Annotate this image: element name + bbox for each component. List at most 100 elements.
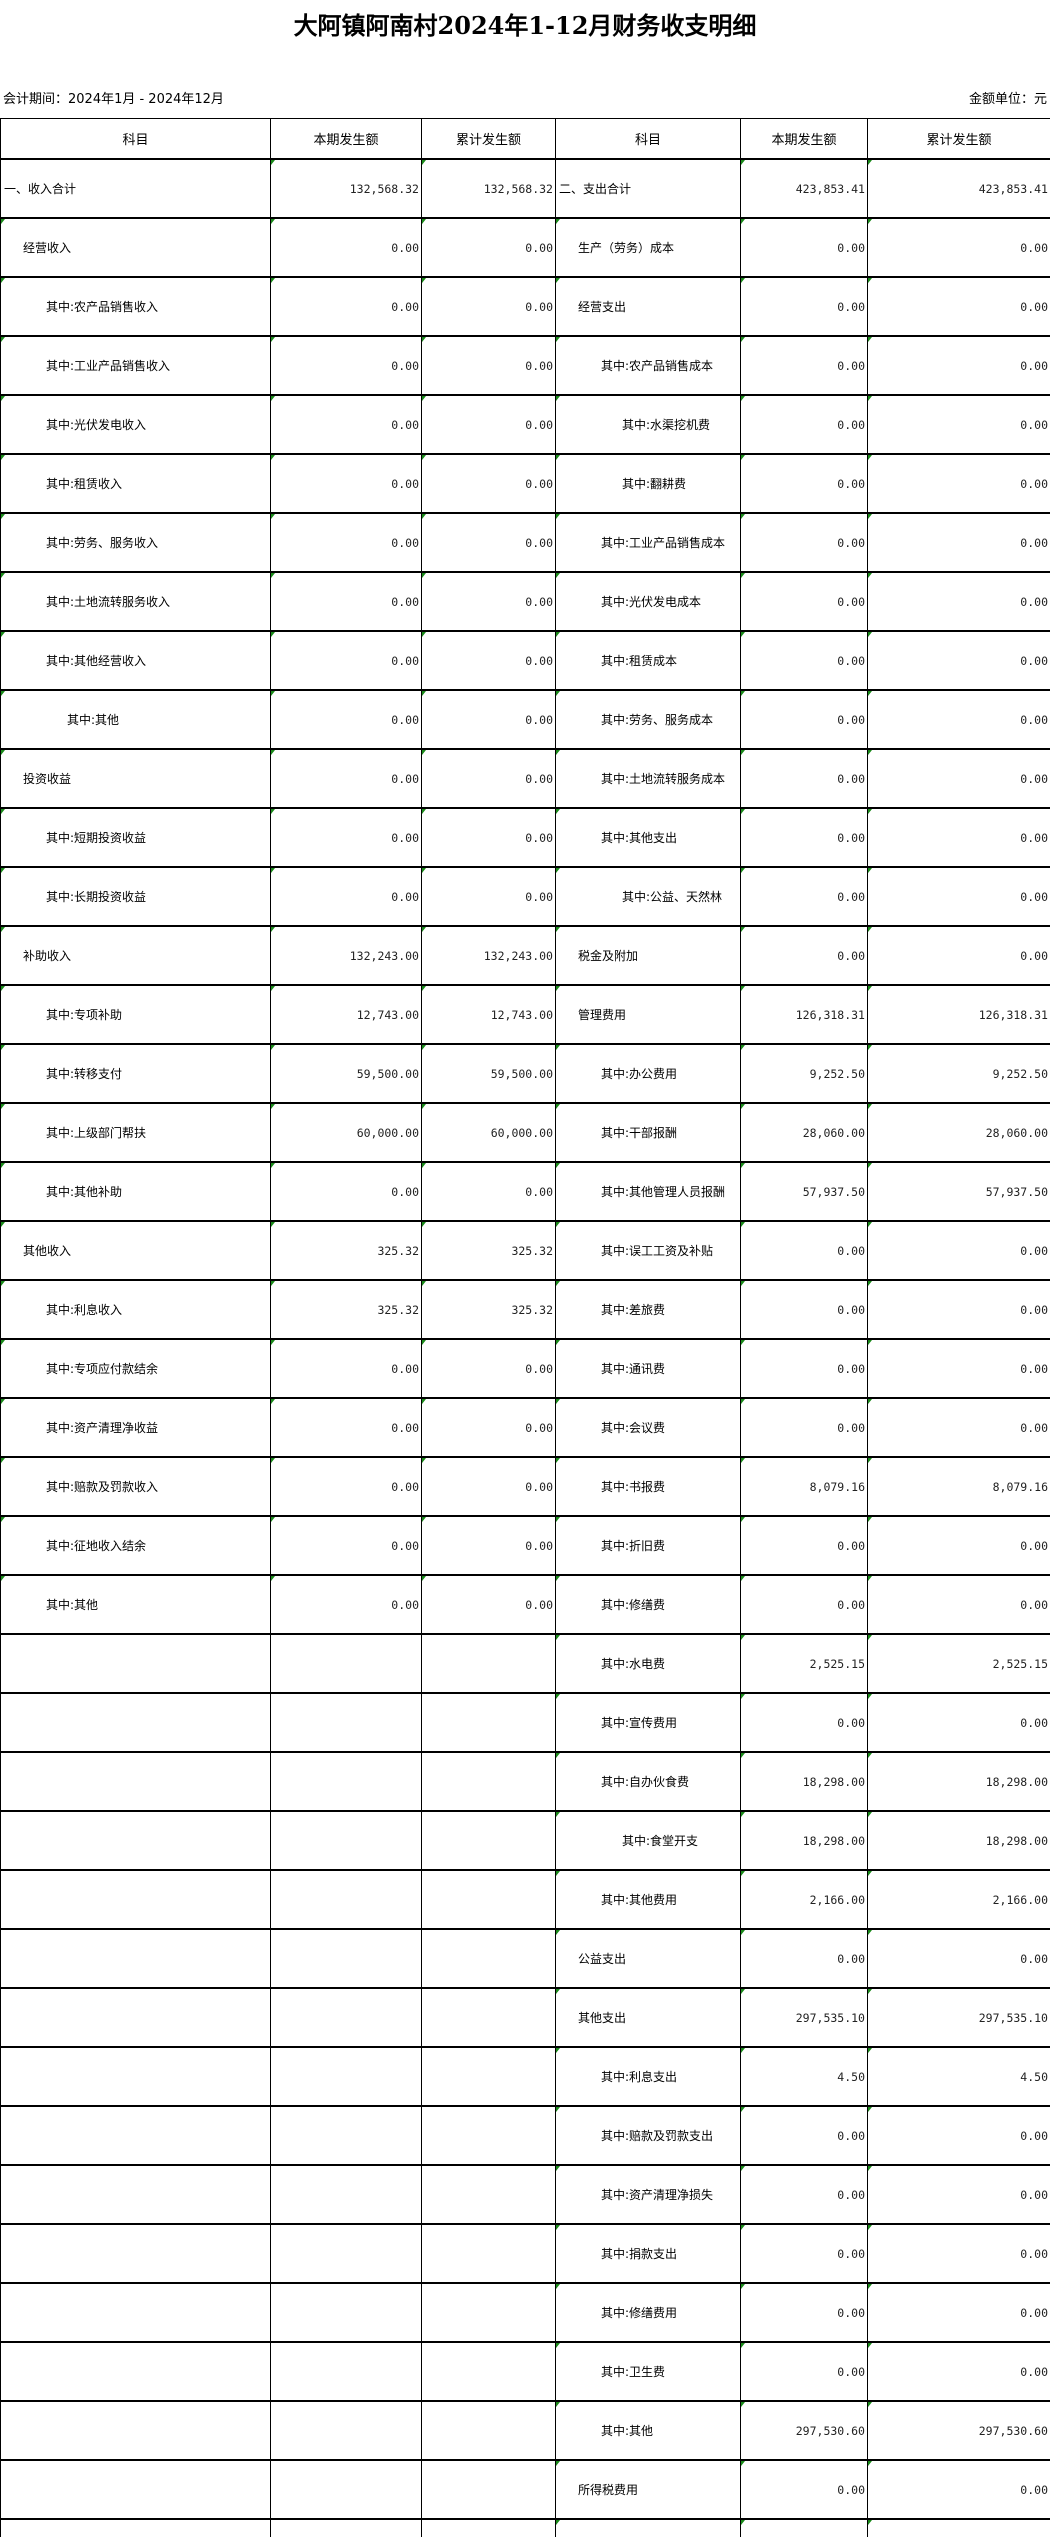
amount-unit: 金额单位：元 [968,92,1047,107]
right-cumulative-amount: 18,298.00 [867,1810,1050,1871]
left-current-amount: 0.00 [270,807,422,868]
left-cumulative-empty [421,2046,556,2107]
right-current-amount: 4.50 [740,2046,868,2107]
right-subject: 其中:租赁成本 [555,630,741,691]
right-cumulative-amount: -291,285.09 [867,2518,1050,2537]
right-current-amount: 0.00 [740,2459,868,2520]
right-cumulative-amount: 0.00 [867,2164,1050,2225]
left-current-amount: 132,568.32 [270,158,422,219]
right-cumulative-amount: 423,853.41 [867,158,1050,219]
left-cumulative-amount: 0.00 [421,1397,556,1458]
right-cumulative-amount: 0.00 [867,453,1050,514]
left-current-amount: 325.32 [270,1220,422,1281]
left-subject-empty [0,2341,271,2402]
right-current-amount: 0.00 [740,630,868,691]
left-cumulative-amount: 0.00 [421,1456,556,1517]
right-cumulative-amount: 0.00 [867,335,1050,396]
left-subject: 其中:长期投资收益 [0,866,271,927]
right-cumulative-amount: 4.50 [867,2046,1050,2107]
left-cumulative-amount: 0.00 [421,394,556,455]
right-cumulative-amount: 28,060.00 [867,1102,1050,1163]
right-subject: 三、收支结余 [555,2518,741,2537]
table-row: 公益支出 0.00 0.00 [0,1928,1050,1989]
right-current-amount: 0.00 [740,925,868,986]
table-row: 其中:短期投资收益 0.00 0.00 其中:其他支出 0.00 0.00 [0,807,1050,868]
right-subject: 其中:通讯费 [555,1338,741,1399]
right-cumulative-amount: 0.00 [867,807,1050,868]
report-title: 大阿镇阿南村2024年1-12月财务收支明细 [293,11,757,40]
right-subject: 其中:光伏发电成本 [555,571,741,632]
left-current-amount: 0.00 [270,866,422,927]
right-cumulative-amount: 0.00 [867,866,1050,927]
right-cumulative-amount: 57,937.50 [867,1161,1050,1222]
left-cumulative-empty [421,1869,556,1930]
left-cumulative-amount: 0.00 [421,335,556,396]
right-subject: 其中:农产品销售成本 [555,335,741,396]
left-subject: 其中:赔款及罚款收入 [0,1456,271,1517]
left-current-amount: 0.00 [270,394,422,455]
right-current-amount: 0.00 [740,512,868,573]
right-subject: 其中:办公费用 [555,1043,741,1104]
right-cumulative-amount: 297,530.60 [867,2400,1050,2461]
left-subject-empty [0,2282,271,2343]
left-cumulative-empty [421,2223,556,2284]
left-subject-empty [0,1751,271,1812]
right-current-amount: 0.00 [740,394,868,455]
right-subject: 公益支出 [555,1928,741,1989]
right-current-amount: 0.00 [740,1220,868,1281]
left-subject: 其中:短期投资收益 [0,807,271,868]
left-cumulative-empty [421,1633,556,1694]
left-current-empty [270,1928,422,1989]
right-subject: 其中:书报费 [555,1456,741,1517]
right-current-amount: 2,525.15 [740,1633,868,1694]
left-subject: 经营收入 [0,217,271,278]
header-left-cumulative: 累计发生额 [421,118,556,160]
left-subject: 其中:其他 [0,1574,271,1635]
left-cumulative-amount: 0.00 [421,1161,556,1222]
header-left-subject: 科目 [0,118,271,160]
right-subject: 其中:赔款及罚款支出 [555,2105,741,2166]
right-current-amount: 423,853.41 [740,158,868,219]
right-cumulative-amount: 297,535.10 [867,1987,1050,2048]
right-cumulative-amount: 0.00 [867,1279,1050,1340]
right-current-amount: 0.00 [740,1515,868,1576]
table-row: 其中:租赁收入 0.00 0.00 其中:翻耕费 0.00 0.00 [0,453,1050,514]
left-current-empty [270,2282,422,2343]
table-row: 三、收支结余-291,285.09-291,285.09 [0,2518,1050,2537]
right-cumulative-amount: 18,298.00 [867,1751,1050,1812]
left-current-amount: 0.00 [270,276,422,337]
left-subject-empty [0,1692,271,1753]
right-cumulative-amount: 0.00 [867,630,1050,691]
left-cumulative-amount: 0.00 [421,630,556,691]
table-row: 其中:长期投资收益 0.00 0.00 其中:公益、天然林 0.00 0.00 [0,866,1050,927]
right-current-amount: 0.00 [740,1338,868,1399]
right-current-amount: 0.00 [740,453,868,514]
right-cumulative-amount: 126,318.31 [867,984,1050,1045]
right-current-amount: 0.00 [740,1928,868,1989]
left-current-amount: 0.00 [270,217,422,278]
left-subject: 其中:农产品销售收入 [0,276,271,337]
right-cumulative-amount: 0.00 [867,2341,1050,2402]
right-current-amount: 0.00 [740,217,868,278]
left-subject: 其中:专项应付款结余 [0,1338,271,1399]
left-cumulative-empty [421,2518,556,2537]
right-cumulative-amount: 2,525.15 [867,1633,1050,1694]
right-subject: 生产（劳务）成本 [555,217,741,278]
left-cumulative-amount: 325.32 [421,1220,556,1281]
left-current-amount: 60,000.00 [270,1102,422,1163]
right-current-amount: 18,298.00 [740,1751,868,1812]
right-cumulative-amount: 0.00 [867,2282,1050,2343]
table-header-row: 科目 本期发生额 累计发生额 科目 本期发生额 累计发生额 [0,118,1050,160]
right-cumulative-amount: 0.00 [867,512,1050,573]
left-cumulative-amount: 0.00 [421,748,556,809]
right-subject: 其中:其他支出 [555,807,741,868]
left-cumulative-amount: 0.00 [421,807,556,868]
right-cumulative-amount: 2,166.00 [867,1869,1050,1930]
table-row: 其中:赔款及罚款收入 0.00 0.00 其中:书报费 8,079.16 8,079.16 [0,1456,1050,1517]
right-cumulative-amount: 0.00 [867,1397,1050,1458]
left-cumulative-amount: 0.00 [421,866,556,927]
right-subject: 其中:其他 [555,2400,741,2461]
left-current-amount: 0.00 [270,571,422,632]
left-subject: 其中:光伏发电收入 [0,394,271,455]
